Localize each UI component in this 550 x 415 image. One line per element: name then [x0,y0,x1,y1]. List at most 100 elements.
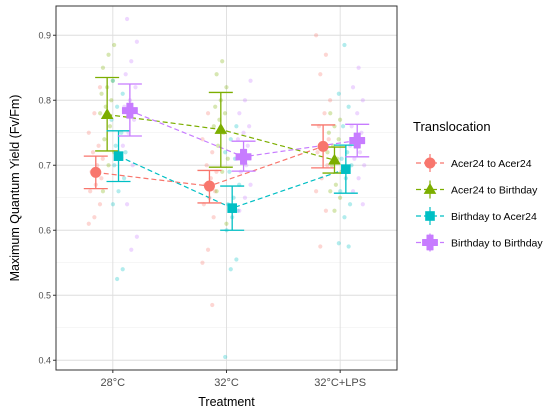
raw-point [214,72,219,77]
raw-point [318,72,323,77]
raw-point [362,163,367,168]
raw-point [109,98,114,103]
raw-point [234,257,239,262]
raw-point [337,117,343,122]
raw-point [124,202,130,207]
legend-item: Acer24 to Birthday [416,180,538,199]
raw-point [328,189,333,194]
mean-marker [328,153,341,165]
raw-point [100,189,106,194]
mean-marker [349,132,366,149]
raw-point [360,202,365,207]
raw-point [123,72,128,77]
grid-layer [56,6,397,370]
raw-point [349,124,354,129]
y-tick-label: 0.8 [38,95,51,105]
x-tick-label: 32°C [214,377,239,389]
raw-point [325,150,330,155]
raw-point [214,189,219,194]
mean-markers-layer [90,102,366,213]
mean-marker [90,166,102,178]
raw-point [204,163,209,168]
raw-point [241,130,246,135]
raw-point [124,16,130,22]
raw-point [134,234,139,239]
raw-point [323,208,329,213]
y-tick-label: 0.7 [38,160,51,170]
raw-point [346,244,351,249]
raw-point [314,189,319,194]
legend-key-marker [422,234,438,251]
raw-point [336,137,341,142]
raw-point [86,221,91,226]
raw-point [129,247,134,252]
raw-point [237,208,242,213]
x-axis: 28°C 32°C 32°C+LPS [101,370,366,389]
legend: Translocation Acer24 to Acer24 Acer24 to … [413,119,543,252]
raw-point [106,52,111,57]
raw-point [332,208,337,213]
raw-point [242,195,248,200]
raw-point [336,91,341,96]
raw-point [314,33,319,38]
legend-label: Acer24 to Birthday [451,185,538,197]
raw-point [200,260,205,265]
raw-point [99,176,104,181]
raw-point [228,137,233,142]
raw-point [322,111,327,116]
raw-point [92,111,97,116]
y-axis-title: Maximum Quantum Yield (Fv/Fm) [8,95,22,282]
x-tick-label: 32°C+LPS [314,377,366,389]
mean-marker [100,108,114,119]
raw-point [92,215,97,220]
mean-marker [317,140,329,152]
legend-label: Birthday to Birthday [451,238,543,250]
raw-point [99,91,104,96]
raw-point [130,163,135,168]
raw-point [247,124,252,129]
raw-point [102,137,107,142]
raw-point [224,221,229,226]
raw-point [237,111,242,116]
raw-point [98,111,103,116]
raw-point [210,302,215,308]
raw-point [133,85,138,90]
raw-point [97,85,103,90]
plot-panel [55,5,398,371]
raw-point [357,150,363,155]
raw-point [120,91,125,96]
raw-point [342,42,347,48]
raw-point [96,143,101,148]
raw-point [100,65,106,70]
raw-point [112,42,117,48]
legend-title: Translocation [413,119,491,134]
raw-point [347,202,353,207]
raw-point [115,276,120,282]
raw-point [245,143,250,148]
x-axis-title: Treatment [198,395,255,409]
raw-point [326,137,331,142]
raw-point [107,124,113,129]
legend-item: Acer24 to Acer24 [416,154,532,172]
raw-point [318,244,323,249]
legend-item: Birthday to Acer24 [416,207,537,225]
raw-point [116,189,121,194]
raw-point [129,59,134,64]
raw-point [242,98,248,103]
raw-point [213,104,218,109]
raw-point [337,195,343,200]
mean-marker [214,123,228,134]
legend-label: Acer24 to Acer24 [451,158,532,170]
legend-item: Birthday to Birthday [416,233,543,252]
raw-point [328,111,333,116]
mean-marker [235,148,252,165]
y-tick-label: 0.4 [38,355,51,365]
raw-point [205,111,211,116]
y-tick-label: 0.6 [38,225,51,235]
raw-point [338,189,343,194]
raw-point [339,156,344,161]
mean-marker [203,180,215,192]
raw-point [212,189,218,194]
raw-point [120,143,125,148]
